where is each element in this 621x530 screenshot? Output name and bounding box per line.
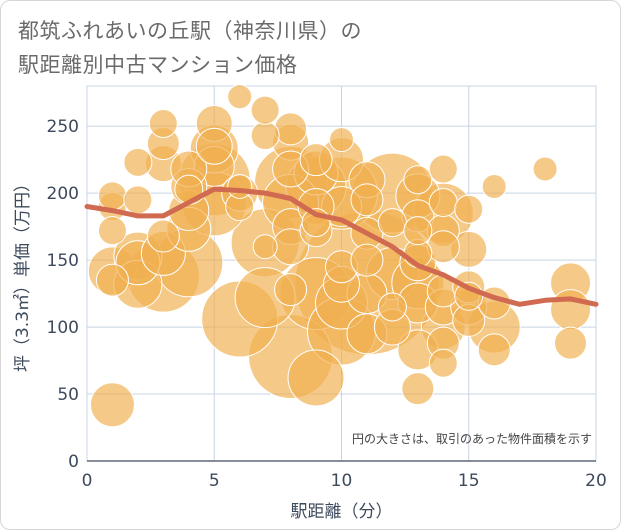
bubble-point [148,109,178,138]
bubble-point [287,349,345,407]
bubble-point [377,292,407,322]
bubble-point [428,348,458,378]
bubble-point [227,84,253,110]
bubble-point [428,188,458,218]
bubble-point [123,147,153,177]
bubble-point [428,154,458,184]
bubble-point [454,194,484,224]
x-tick-label: 15 [458,471,480,491]
bubble-point [377,208,407,238]
bubble-layer [87,84,592,428]
y-tick-label: 0 [68,452,79,472]
y-tick-label: 250 [47,117,79,137]
bubble-point [554,326,588,360]
chart-title: 都筑ふれあいの丘駅（神奈川県）の 駅距離別中古マンション価格 [18,14,538,82]
x-tick-label: 10 [331,471,353,491]
bubble-point [95,263,129,297]
y-tick-label: 150 [47,251,79,271]
bubble-point [550,289,592,331]
bubble-point [195,127,233,165]
x-tick-label: 5 [209,471,220,491]
x-axis-title: 駅距離（分） [291,502,393,522]
bubble-point [403,165,433,195]
bubble-point [123,185,153,215]
bubble-point [481,173,507,199]
trend-line-layer [84,186,599,307]
y-tick-label: 100 [47,318,79,338]
trend-line [84,186,599,307]
bubble-point [350,183,384,217]
bubble-point [350,243,384,277]
bubble-point [329,127,354,153]
bubble-point [252,234,278,260]
bubble-point [401,372,435,406]
bubble-point [97,216,127,246]
chart-title-line2: 駅距離別中古マンション価格 [18,53,298,77]
bubble-point [89,382,135,428]
bubble-point [274,112,308,146]
x-tick-label: 20 [585,471,607,491]
y-tick-label: 200 [47,184,79,204]
bubble-point [250,121,280,151]
bubble-point [97,181,127,211]
y-tick-label: 50 [57,385,79,405]
bubble-point [403,216,433,246]
bubble-point [299,143,333,177]
bubble-point [532,156,558,182]
bubble-point [146,219,180,253]
size-legend-note: 円の大きさは、取引のあった物件面積を示す [352,431,592,446]
bubble-point [477,333,511,367]
chart-title-line1: 都筑ふれあいの丘駅（神奈川県）の [18,19,362,43]
bubble-point [250,95,280,125]
x-tick-label: 0 [82,471,93,491]
bubble-point [227,173,253,199]
bubble-point [426,230,460,264]
bubble-point [274,273,308,307]
y-axis-title: 坪（3.3㎡）単価（万円） [13,175,33,372]
